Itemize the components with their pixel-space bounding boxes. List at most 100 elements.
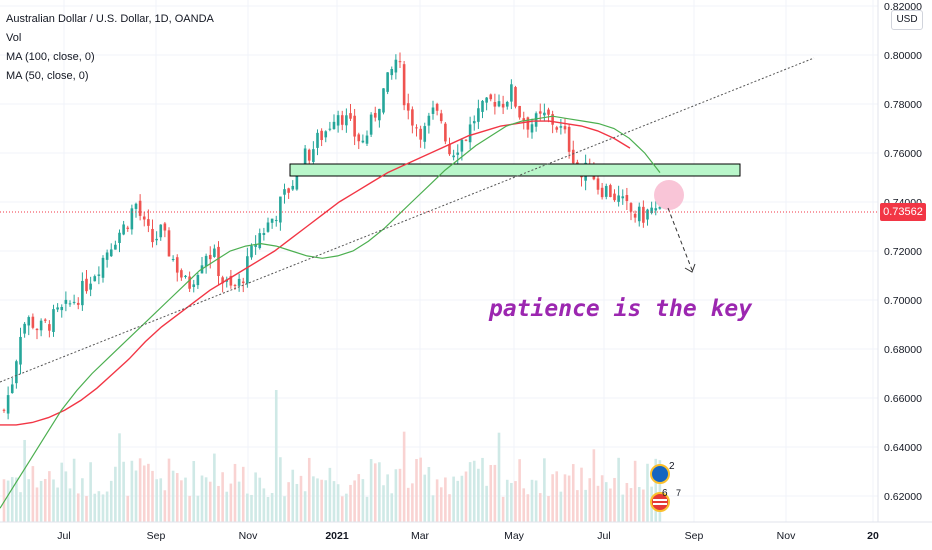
volume-bar [423, 474, 427, 522]
volume-bar [10, 477, 14, 522]
volume-bar [6, 480, 10, 522]
candle-body [555, 127, 559, 130]
candle-body [93, 276, 97, 282]
volume-bar [518, 459, 521, 522]
volume-bar [617, 457, 620, 522]
event-count-3: 7 [676, 488, 681, 498]
candle-body [134, 203, 138, 209]
volume-bar [526, 494, 530, 522]
volume-bar [2, 479, 6, 522]
resistance-zone[interactable] [289, 163, 741, 177]
candle-body [435, 103, 439, 111]
volume-bar [241, 466, 245, 522]
candle-body [332, 121, 336, 130]
volume-bar [258, 477, 262, 522]
volume-bar [295, 483, 299, 522]
usa-flag-icon[interactable] [650, 492, 670, 512]
volume-bar [101, 494, 105, 522]
volume-bar [287, 482, 290, 522]
candle-body [357, 134, 361, 142]
candle-body [398, 61, 402, 63]
candle-body [530, 124, 534, 133]
candle-body [514, 87, 517, 107]
volume-bar [419, 457, 422, 522]
candle-body [229, 275, 233, 286]
candle-body [650, 207, 653, 214]
candle-body [621, 196, 625, 199]
volume-bar [493, 464, 497, 522]
candle-body [472, 121, 476, 124]
x-tick-label: 2021 [325, 530, 349, 542]
candle-body [320, 130, 323, 141]
candle-body [188, 276, 191, 289]
currency-button[interactable]: USD [891, 10, 923, 30]
candle-body [567, 126, 571, 152]
candle-body [246, 256, 249, 284]
volume-bar [89, 462, 92, 522]
candle-body [262, 233, 266, 235]
candle-body [303, 148, 307, 173]
candle-body [192, 284, 196, 287]
candle-body [291, 185, 295, 190]
volume-bar [394, 469, 398, 522]
volume-bar [340, 496, 344, 522]
volume-bar [76, 493, 80, 522]
volume-bar [621, 494, 625, 522]
volume-bar [472, 460, 476, 522]
candle-body [406, 103, 410, 111]
candle-body [373, 112, 377, 118]
legend-ma100[interactable]: MA (100, close, 0) [6, 51, 95, 63]
volume-bar [270, 493, 274, 522]
candle-body [349, 113, 352, 119]
volume-bar [188, 495, 191, 522]
volume-bar [155, 479, 158, 522]
volume-bar [642, 489, 645, 522]
candle-body [48, 324, 51, 331]
candle-body [361, 140, 365, 143]
volume-bar [175, 473, 179, 522]
volume-bar [658, 460, 662, 522]
volume-bar [35, 487, 39, 522]
candle-body [538, 111, 542, 114]
volume-bar [126, 495, 130, 522]
volume-bar [522, 488, 526, 522]
volume-bar [588, 478, 592, 522]
events-icons[interactable]: 2 6 7 [650, 461, 681, 512]
volume-bar [369, 459, 373, 522]
volume-bar [122, 461, 125, 522]
volume-bar [233, 463, 237, 522]
legend-ma50[interactable]: MA (50, close, 0) [6, 70, 89, 82]
volume-bar [68, 488, 72, 522]
candle-body [233, 285, 237, 287]
volume-bar [563, 474, 567, 522]
volume-bar [543, 458, 546, 522]
chart-annotation[interactable]: patience is the key [489, 296, 753, 322]
candle-body [64, 299, 68, 304]
australia-flag-icon[interactable] [650, 464, 670, 484]
volume-bar [118, 433, 121, 522]
candle-body [456, 152, 460, 155]
candle-body [646, 209, 649, 220]
candle-body [365, 135, 369, 144]
candle-body [526, 117, 530, 130]
volume-bar [213, 453, 216, 522]
price-axis[interactable]: 0.820000.800000.780000.760000.740000.720… [884, 1, 922, 503]
volume-bar [221, 472, 224, 522]
candle-body [52, 309, 55, 332]
time-axis[interactable]: Jul Sep Nov 2021 Mar May Jul Sep Nov 20 [57, 530, 879, 542]
volume-bar [390, 493, 394, 522]
volume-bar [654, 458, 658, 522]
ma50-line [0, 115, 661, 509]
candle-body [625, 195, 629, 202]
candle-body [163, 223, 167, 231]
candle-body [604, 185, 608, 197]
volume-bar [15, 477, 18, 522]
candle-body [15, 361, 18, 384]
legend-title[interactable]: Australian Dollar / U.S. Dollar, 1D, OAN… [6, 13, 214, 25]
candle-body [497, 101, 501, 107]
candle-body [31, 316, 35, 328]
volume-bar [584, 489, 587, 522]
legend-vol[interactable]: Vol [6, 32, 22, 44]
volume-bar [559, 491, 563, 522]
